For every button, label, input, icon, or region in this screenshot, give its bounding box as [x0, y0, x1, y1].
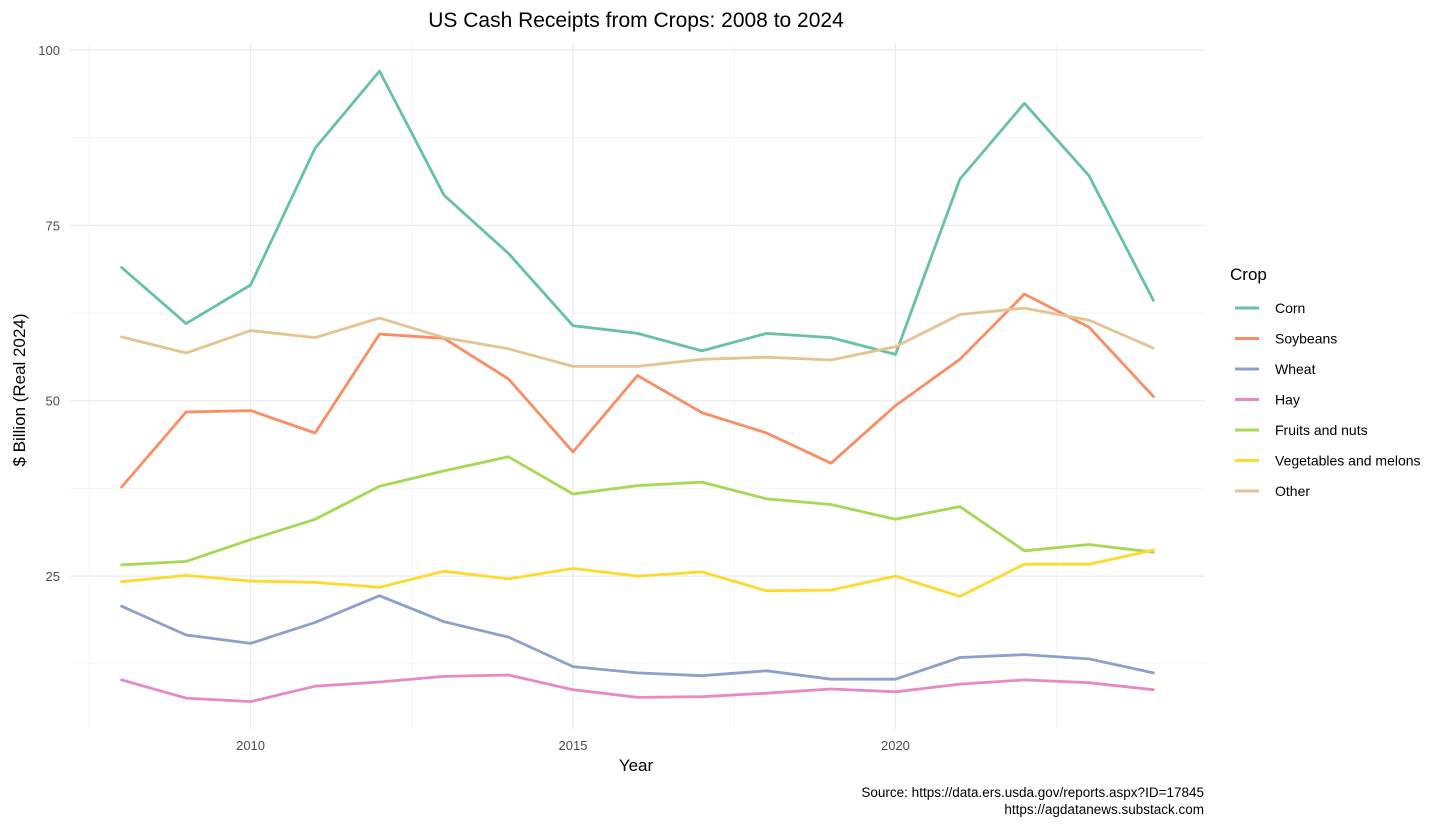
- y-axis-title: $ Billion (Real 2024): [10, 313, 29, 466]
- legend-label-wheat: Wheat: [1275, 361, 1316, 377]
- x-tick-label: 2020: [881, 738, 910, 753]
- series-line-wheat: [120, 594, 1155, 681]
- x-tick-label: 2015: [559, 738, 588, 753]
- legend-label-fruits-and-nuts: Fruits and nuts: [1275, 422, 1368, 438]
- series-lines: [120, 69, 1155, 703]
- legend: Crop Corn Soybeans Wheat Hay Fruits and nuts…: [1230, 265, 1421, 499]
- legend-label-soybeans: Soybeans: [1275, 331, 1337, 347]
- series-line-hay: [120, 673, 1155, 703]
- y-tick-label: 75: [46, 218, 60, 233]
- legend-item-other: Other: [1235, 483, 1310, 499]
- source-caption: Source: https://data.ers.usda.gov/report…: [861, 785, 1204, 800]
- series-line-other: [120, 306, 1155, 368]
- legend-item-fruits-and-nuts: Fruits and nuts: [1235, 422, 1368, 438]
- axes: 2010 2015 2020 25 50 75 100: [38, 43, 910, 753]
- legend-item-hay: Hay: [1235, 392, 1300, 408]
- legend-item-soybeans: Soybeans: [1235, 331, 1337, 347]
- legend-item-wheat: Wheat: [1235, 361, 1316, 377]
- y-tick-label: 50: [46, 394, 60, 409]
- x-axis-title: Year: [619, 756, 654, 775]
- series-line-vegetables-and-melons: [120, 548, 1155, 598]
- legend-item-vegetables-and-melons: Vegetables and melons: [1235, 453, 1421, 469]
- series-line-corn: [120, 69, 1155, 356]
- legend-label-vegetables-and-melons: Vegetables and melons: [1275, 453, 1421, 469]
- legend-label-hay: Hay: [1275, 392, 1300, 408]
- legend-title: Crop: [1230, 265, 1267, 284]
- series-line-soybeans: [120, 292, 1155, 489]
- grid-lines: [70, 43, 1205, 729]
- legend-item-corn: Corn: [1235, 300, 1305, 316]
- legend-label-corn: Corn: [1275, 300, 1305, 316]
- legend-label-other: Other: [1275, 483, 1310, 499]
- chart-title: US Cash Receipts from Crops: 2008 to 202…: [428, 9, 844, 32]
- x-tick-label: 2010: [236, 738, 265, 753]
- website-caption: https://agdatanews.substack.com: [1004, 802, 1204, 817]
- y-tick-label: 100: [38, 43, 60, 58]
- y-tick-label: 25: [46, 569, 60, 584]
- series-line-fruits-and-nuts: [120, 455, 1155, 567]
